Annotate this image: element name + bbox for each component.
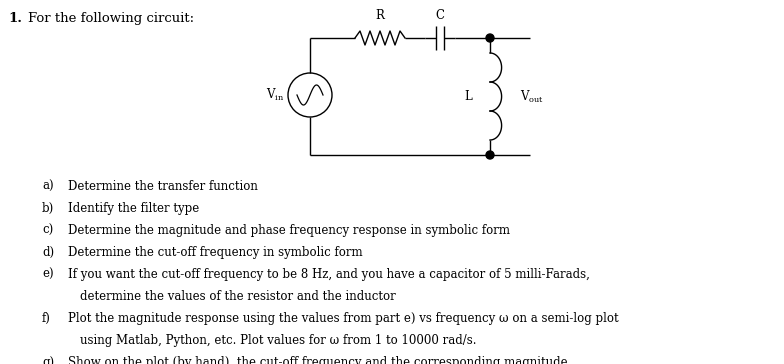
Text: If you want the cut-off frequency to be 8 Hz, and you have a capacitor of 5 mill: If you want the cut-off frequency to be … [68,268,590,281]
Text: R: R [376,9,384,22]
Text: d): d) [42,246,54,259]
Text: g): g) [42,356,54,364]
Text: Identify the filter type: Identify the filter type [68,202,199,215]
Text: Determine the magnitude and phase frequency response in symbolic form: Determine the magnitude and phase freque… [68,224,510,237]
Text: C: C [435,9,445,22]
Text: e): e) [42,268,53,281]
Circle shape [486,151,494,159]
Text: Show on the plot (by hand), the cut-off frequency and the corresponding magnitud: Show on the plot (by hand), the cut-off … [68,356,568,364]
Text: V$_{\mathregular{in}}$: V$_{\mathregular{in}}$ [266,87,284,103]
Text: For the following circuit:: For the following circuit: [28,12,194,25]
Text: Determine the cut-off frequency in symbolic form: Determine the cut-off frequency in symbo… [68,246,363,259]
Text: Determine the transfer function: Determine the transfer function [68,180,258,193]
Circle shape [486,34,494,42]
Text: V$_{\mathregular{out}}$: V$_{\mathregular{out}}$ [520,88,544,104]
Text: f): f) [42,312,51,325]
Text: Plot the magnitude response using the values from part e) vs frequency ω on a se: Plot the magnitude response using the va… [68,312,619,325]
Text: 1.: 1. [8,12,22,25]
Text: L: L [464,90,472,103]
Text: determine the values of the resistor and the inductor: determine the values of the resistor and… [80,290,396,303]
Text: using Matlab, Python, etc. Plot values for ω from 1 to 10000 rad/s.: using Matlab, Python, etc. Plot values f… [80,334,477,347]
Text: a): a) [42,180,53,193]
Text: b): b) [42,202,54,215]
Text: c): c) [42,224,53,237]
